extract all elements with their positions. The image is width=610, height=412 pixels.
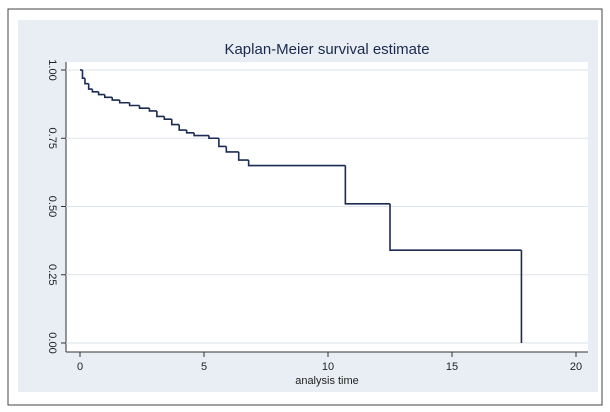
survival-step bbox=[128, 102, 140, 107]
x-tick-label: 0 bbox=[77, 361, 83, 373]
survival-step bbox=[193, 132, 209, 137]
x-tick-label: 20 bbox=[570, 361, 582, 373]
survival-step bbox=[148, 108, 157, 112]
y-tick-label: 0.75 bbox=[46, 128, 58, 149]
survival-step bbox=[138, 105, 150, 110]
survival-step bbox=[156, 110, 165, 118]
x-tick-label: 15 bbox=[446, 361, 458, 373]
survival-step bbox=[344, 165, 390, 205]
survival-step bbox=[97, 91, 105, 96]
survival-step bbox=[185, 130, 195, 134]
x-tick-label: 5 bbox=[201, 361, 207, 373]
survival-step bbox=[178, 124, 187, 131]
survival-step bbox=[237, 151, 249, 161]
survival-step bbox=[170, 119, 180, 126]
survival-step bbox=[87, 83, 93, 90]
survival-step bbox=[218, 138, 227, 148]
survival-step bbox=[91, 89, 99, 93]
survival-step bbox=[81, 70, 85, 79]
survival-step bbox=[225, 146, 239, 153]
x-tick-label: 10 bbox=[322, 361, 334, 373]
survival-step bbox=[118, 100, 130, 104]
survival-step bbox=[389, 203, 522, 251]
survival-step bbox=[247, 160, 346, 167]
survival-step bbox=[163, 116, 172, 120]
y-tick-label: 1.00 bbox=[46, 59, 58, 80]
survival-step bbox=[104, 94, 113, 99]
y-tick-label: 0.00 bbox=[46, 332, 58, 353]
survival-step bbox=[84, 78, 89, 85]
x-axis-label: analysis time bbox=[295, 375, 359, 387]
y-tick-label: 0.50 bbox=[46, 196, 58, 217]
chart-title: Kaplan-Meier survival estimate bbox=[224, 41, 429, 58]
survival-step bbox=[111, 97, 120, 101]
survival-step bbox=[208, 135, 219, 140]
y-tick-label: 0.25 bbox=[46, 264, 58, 285]
